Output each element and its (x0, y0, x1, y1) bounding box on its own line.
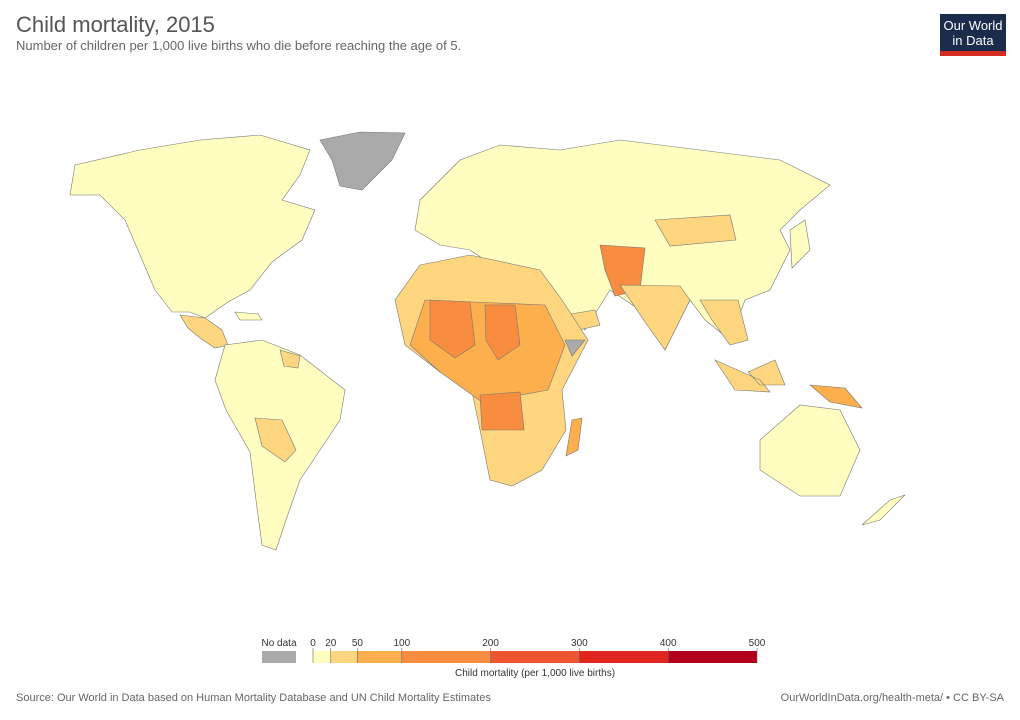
legend-swatch (401, 651, 491, 663)
central-america (179, 314, 229, 349)
legend-tick-label: 0 (310, 638, 316, 649)
title: Child mortality, 2015 (16, 12, 215, 37)
india (619, 284, 691, 351)
papua-new-guinea (809, 384, 863, 409)
indonesia (714, 359, 786, 393)
legend-swatch (490, 651, 580, 663)
legend-tick-label: 50 (352, 638, 364, 649)
source: Source: Our World in Data based on Human… (16, 692, 491, 704)
legend-swatch (668, 651, 757, 663)
logo-text: in Data (952, 33, 994, 48)
caribbean (234, 311, 263, 321)
mongolia (654, 214, 737, 247)
legend-swatch (330, 651, 358, 663)
map (69, 131, 906, 551)
legend-swatch (313, 651, 331, 663)
central-africa (429, 299, 521, 361)
url: OurWorldInData.org/health-meta/ • CC BY-… (781, 692, 1005, 704)
legend-swatch (357, 651, 402, 663)
somalia (564, 339, 586, 357)
north-america (69, 134, 316, 319)
southeast-asia (699, 299, 749, 346)
legend-tick-label: 300 (571, 638, 588, 649)
japan (789, 219, 811, 269)
legend-tick-label: 400 (660, 638, 677, 649)
logo-bar (940, 51, 1006, 56)
madagascar (565, 417, 583, 457)
legend-tick-label: 200 (482, 638, 499, 649)
new-zealand (861, 494, 906, 526)
no-data-swatch (262, 651, 296, 663)
logo-text: Our World (944, 18, 1003, 33)
greenland (319, 131, 406, 191)
no-data-label: No data (261, 638, 296, 649)
legend-tick-label: 500 (749, 638, 766, 649)
legend-swatch (579, 651, 669, 663)
logo-box (940, 14, 1006, 56)
bolivia-paraguay (254, 417, 297, 463)
congo-angola (479, 391, 525, 431)
legend: No data Child mortality (per 1,000 live … (261, 638, 765, 679)
legend-tick-label: 100 (393, 638, 410, 649)
subtitle: Number of children per 1,000 live births… (16, 38, 461, 53)
legend-tick-label: 20 (325, 638, 337, 649)
legend-title: Child mortality (per 1,000 live births) (455, 668, 615, 679)
australia (759, 404, 861, 497)
guyana (279, 349, 301, 369)
logo: Our World in Data (940, 14, 1006, 56)
